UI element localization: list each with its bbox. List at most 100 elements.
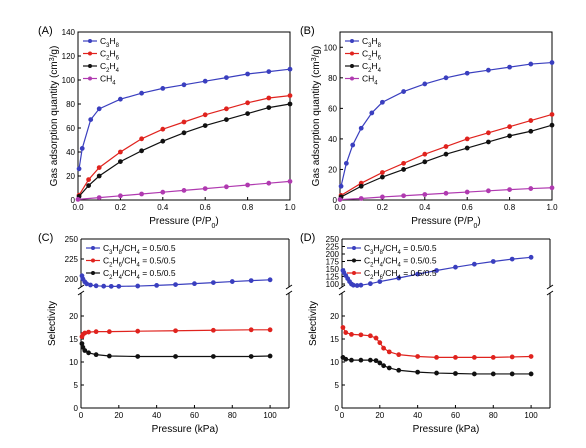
legend-entry: C2H6/CH4 = 0.5/0.5 [103,256,176,269]
data-point [224,106,229,112]
data-point [154,283,160,288]
data-point [434,355,439,360]
y-axis-label: Gas adsorption quantity (cm3/g) [311,46,323,187]
data-point [443,75,449,81]
x-tick-label: 0.0 [72,203,84,212]
data-point [192,281,197,287]
data-point [386,349,392,355]
data-point [337,197,343,202]
data-point [422,81,428,87]
data-point [358,282,364,288]
legend-marker [352,246,356,250]
x-tick-label: 20 [375,411,384,420]
data-point [267,277,273,283]
x-tick-label: 0.8 [242,203,254,212]
data-point [422,159,428,165]
axis-break-mark [338,284,346,290]
data-point [181,188,187,193]
y-tick-label: 100 [62,76,76,85]
data-point [266,95,272,101]
data-point [549,185,555,191]
legend-marker [352,271,356,275]
data-point [118,149,123,155]
x-axis-label: Pressure (P/P0) [411,216,481,230]
legend-entry: C2H6/CH4 = 0.5/0.5 [364,268,437,281]
y-tick-label: 140 [62,28,76,37]
data-point [490,355,496,360]
data-point [245,100,251,106]
data-point [248,278,254,284]
data-point [464,70,470,76]
data-point [415,369,421,375]
panel-label: (A) [38,25,53,37]
data-point [453,371,458,376]
data-point [343,356,349,362]
data-point [354,283,360,288]
data-point [86,350,91,356]
y-tick-label: 60 [66,124,75,133]
data-point [380,174,385,180]
data-point [93,329,99,335]
data-point [173,282,178,288]
x-tick-label: 0.2 [377,203,389,212]
legend-marker [88,39,92,43]
y-axis-label: Selectivity [47,301,58,346]
data-point [229,279,235,284]
legend-entry: C2H4 [362,61,382,74]
x-tick-label: 100 [263,411,277,420]
data-point [443,190,449,196]
y-tick-label: 80 [328,74,337,83]
data-point [373,358,379,364]
data-point [139,136,145,142]
y-tick-label: 150 [326,265,340,274]
y-tick-label: 120 [62,52,76,61]
x-tick-label: 80 [228,411,237,420]
legend-marker [88,76,92,81]
data-point [490,371,496,377]
chart-panel-2: 0.0 0.2 0.4 0.6 0.8 1.0 0 20 40 60 80 100 Pressure (… [300,25,558,230]
data-point [367,357,373,363]
data-point [401,89,407,94]
y-tick-label: 15 [330,335,339,344]
plot-frame [77,31,291,201]
axis-break-mark [77,290,85,296]
data-point [367,281,373,287]
data-point [443,144,449,149]
axis-break-mark [546,284,554,290]
data-point [528,61,534,67]
data-point [266,180,272,186]
data-point [79,146,85,151]
panel-label: (D) [300,232,315,244]
y-tick-label: 10 [330,358,339,367]
legend-marker [350,76,354,81]
data-point [471,371,477,377]
x-tick-label: 60 [190,411,199,420]
data-point [210,280,216,286]
data-point [116,283,122,289]
legend-entry: C2H6 [362,49,382,62]
legend-marker [350,64,354,68]
x-tick-label: 20 [114,411,123,420]
data-point [401,160,407,166]
data-point [471,261,477,267]
data-point [343,160,349,166]
data-point [380,194,385,200]
data-point [380,99,385,105]
series-line [78,95,291,196]
data-point [118,96,123,102]
legend-entry: C2H4/CH4 = 0.5/0.5 [103,268,176,281]
data-point [486,67,491,73]
x-tick-label: 1.0 [284,203,296,212]
data-point [160,126,166,132]
x-tick-label: 0.8 [504,203,516,212]
y-tick-label: 100 [324,43,338,52]
y-tick-label: 225 [65,255,79,264]
y-tick-label: 200 [65,275,79,284]
data-point [173,354,178,359]
data-point [267,327,273,333]
data-point [343,330,349,335]
data-point [528,128,534,134]
data-point [381,363,387,369]
data-point [245,71,251,77]
data-point [86,329,91,335]
